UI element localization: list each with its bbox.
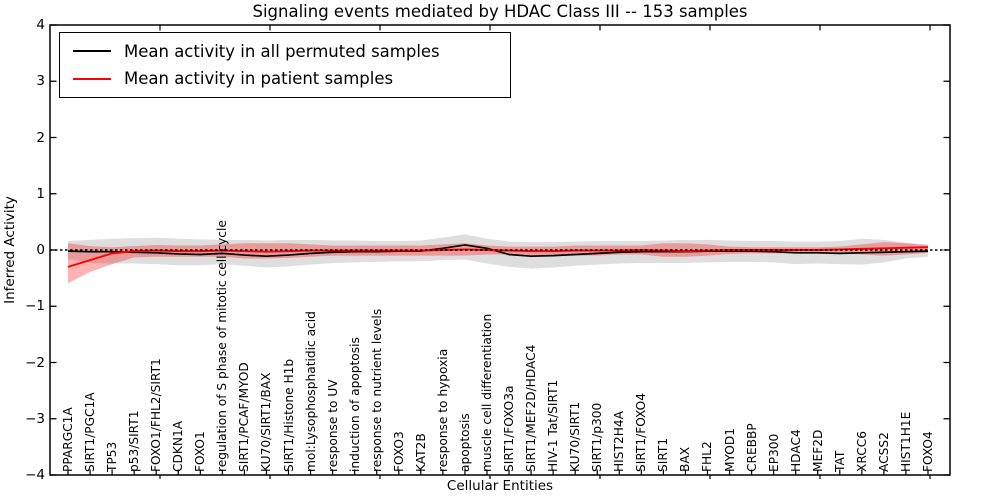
y-tick-label: −2	[25, 354, 45, 371]
x-tick-label: SIRT1/p300	[590, 402, 605, 472]
x-axis-label: Cellular Entities	[446, 478, 554, 494]
x-tick-label: FOXO1	[193, 431, 208, 472]
permuted-line-swatch	[73, 50, 111, 53]
x-tick-label: SIRT1/MEF2D/HDAC4	[524, 344, 539, 472]
x-tick-label: FOXO1/FHL2/SIRT1	[149, 358, 164, 472]
y-tick-label: −1	[25, 298, 45, 315]
x-tick-label: p53/SIRT1	[127, 410, 142, 472]
y-tick-label: 3	[36, 73, 45, 90]
x-tick-label: XRCC6	[854, 431, 869, 472]
legend-entry-patient: Mean activity in patient samples	[60, 69, 510, 88]
y-tick-label: 0	[36, 242, 45, 258]
y-tick-label: −4	[25, 467, 45, 483]
x-tick-label: mol:Lysophosphatidic acid	[303, 311, 318, 472]
y-tick-label: −3	[25, 410, 45, 427]
x-tick-label: EP300	[766, 433, 781, 472]
x-tick-label: response to hypoxia	[435, 348, 450, 472]
x-tick-label: FOXO4	[921, 431, 935, 472]
y-tick-label: 2	[36, 129, 45, 146]
x-tick-label: muscle cell differentiation	[479, 313, 494, 472]
patient-std-band	[68, 242, 928, 284]
patient-line-swatch	[73, 77, 111, 80]
x-tick-label: CDKN1A	[171, 420, 186, 472]
x-tick-label: MYOD1	[722, 427, 737, 472]
x-tick-label: regulation of S phase of mitotic cell cy…	[215, 220, 230, 472]
permuted-mean-line	[67, 244, 929, 258]
x-tick-label: BAX	[678, 446, 693, 472]
x-tick-label: HIST2H4A	[612, 411, 627, 472]
chart-title: Signaling events mediated by HDAC Class …	[252, 2, 748, 21]
x-tick-label: CREBBP	[744, 423, 759, 472]
x-tick-label: MEF2D	[810, 429, 825, 472]
x-tick-label: response to nutrient levels	[369, 308, 384, 472]
y-tick-label: 4	[36, 17, 45, 33]
legend-entry-permuted: Mean activity in all permuted samples	[60, 42, 510, 61]
x-tick-label: TAT	[832, 450, 847, 472]
x-tick-label: FHL2	[700, 441, 715, 472]
x-tick-label: TP53	[105, 441, 120, 472]
x-tick-label: SIRT1/FOXO3a	[502, 385, 517, 472]
x-tick-label: HIV-1 Tat/SIRT1	[546, 379, 561, 472]
legend-label-permuted: Mean activity in all permuted samples	[124, 41, 440, 61]
x-tick-label: ACSS2	[876, 432, 891, 472]
x-tick-label: induction of apoptosis	[347, 337, 362, 472]
x-tick-label: SIRT1/Histone H1b	[281, 358, 296, 472]
x-tick-label: FOXO3	[391, 431, 406, 472]
x-tick-label: HDAC4	[788, 429, 803, 472]
y-tick-label: 1	[36, 185, 45, 202]
x-tick-label: PPARGC1A	[61, 407, 75, 472]
x-tick-label: KU70/SIRT1/BAX	[259, 372, 274, 472]
x-tick-label: apoptosis	[457, 413, 472, 472]
x-tick-label: SIRT1/PCAF/MYOD	[237, 362, 252, 472]
x-tick-label: SIRT1	[656, 437, 671, 472]
x-tick-label: KU70/SIRT1	[568, 401, 583, 472]
patient-mean-line	[67, 246, 929, 268]
x-tick-label: HIST1H1E	[898, 411, 913, 472]
x-tick-label: SIRT1/FOXO4	[634, 393, 649, 472]
x-tick-label: response to UV	[325, 379, 340, 472]
legend: Mean activity in all permuted samples Me…	[59, 32, 511, 98]
x-tick-label: KAT2B	[413, 433, 428, 472]
legend-label-patient: Mean activity in patient samples	[124, 69, 394, 89]
x-tick-label: SIRT1/PGC1A	[83, 392, 98, 472]
